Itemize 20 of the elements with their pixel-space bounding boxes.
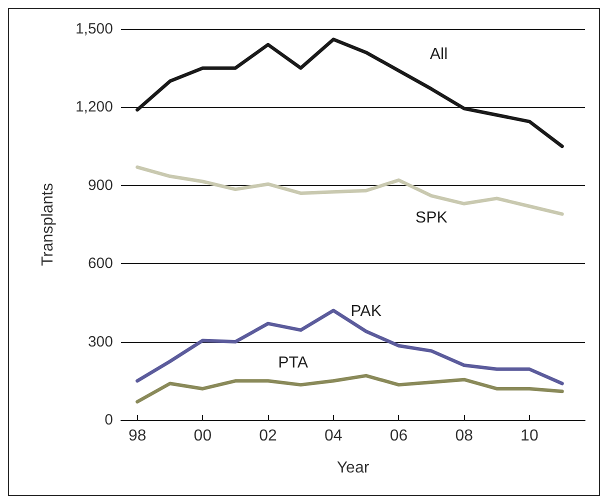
x-tick-label: 98 xyxy=(128,428,146,444)
y-tick-label: 300 xyxy=(88,333,113,350)
y-axis-title: Transplants xyxy=(40,183,56,266)
y-tick-label: 600 xyxy=(88,255,113,272)
y-tick-label: 0 xyxy=(104,412,113,428)
y-tick-label: 1,200 xyxy=(75,98,113,116)
series-label: SPK xyxy=(415,209,448,226)
series-label: PAK xyxy=(350,302,382,320)
x-tick-label: 04 xyxy=(324,428,342,444)
x-tick-label: 00 xyxy=(194,428,212,444)
x-tick-label: 10 xyxy=(520,428,538,444)
x-tick-label: 06 xyxy=(390,428,408,444)
x-tick-label: 02 xyxy=(259,428,278,444)
x-axis-title: Year xyxy=(336,460,370,476)
y-tick-label: 900 xyxy=(88,176,113,194)
series-label: PTA xyxy=(278,354,308,372)
line-series xyxy=(136,374,564,404)
series-label: All xyxy=(430,46,448,64)
x-tick-label: 08 xyxy=(455,428,474,444)
y-tick-label: 1,500 xyxy=(75,20,113,38)
